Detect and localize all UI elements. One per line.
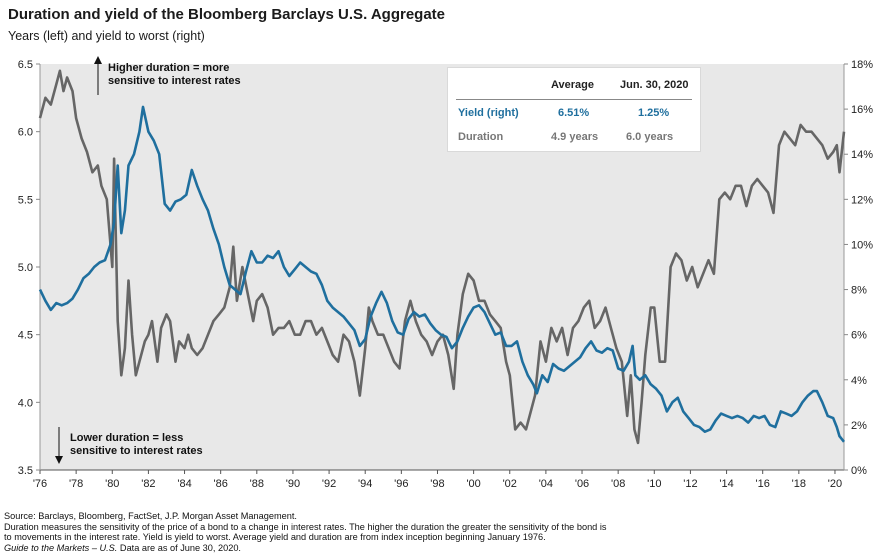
x-tick-label: '92 xyxy=(322,478,336,490)
x-tick-label: '96 xyxy=(394,478,408,490)
x-tick-label: '78 xyxy=(69,478,83,490)
x-tick-label: '04 xyxy=(539,478,553,490)
stats-yield-label: Yield (right) xyxy=(458,107,519,119)
left-tick-label: 6.0 xyxy=(18,127,33,139)
lower-duration-line-2: sensitive to interest rates xyxy=(70,445,203,457)
left-tick-label: 4.5 xyxy=(18,330,33,342)
right-tick-label: 16% xyxy=(851,104,873,116)
right-tick-label: 12% xyxy=(851,194,873,206)
annotation-arrows xyxy=(55,56,102,464)
x-tick-label: '80 xyxy=(105,478,119,490)
x-tick-label: '84 xyxy=(177,478,191,490)
lower-duration-note: Lower duration = less sensitive to inter… xyxy=(70,432,203,458)
right-tick-label: 18% xyxy=(851,59,873,71)
right-tick-label: 8% xyxy=(851,285,867,297)
left-tick-label: 4.0 xyxy=(18,397,33,409)
stats-duration-label: Duration xyxy=(458,131,504,143)
x-tick-label: '98 xyxy=(430,478,444,490)
higher-duration-line-1: Higher duration = more xyxy=(108,62,230,74)
x-axis-ticks: '76 '78 '80 '82 '84 '86 '88 '90 '92 '94 '96 '98 '00 '… xyxy=(33,470,842,490)
footnote-guide-title: Guide to the Markets – U.S. xyxy=(4,542,118,553)
x-tick-label: '08 xyxy=(611,478,625,490)
chart-title: Duration and yield of the Bloomberg Barc… xyxy=(8,6,446,23)
x-tick-label: '82 xyxy=(141,478,155,490)
stats-table: Average Jun. 30, 2020 Yield (right) 6.51… xyxy=(447,67,701,152)
series-line-duration xyxy=(38,69,846,445)
left-tick-label: 6.5 xyxy=(18,59,33,71)
plot-background xyxy=(40,64,844,470)
x-tick-label: '14 xyxy=(719,478,733,490)
stats-header-current: Jun. 30, 2020 xyxy=(620,79,689,91)
x-tick-label: '90 xyxy=(286,478,300,490)
stats-duration-average: 4.9 years xyxy=(551,131,599,143)
lower-duration-line-1: Lower duration = less xyxy=(70,432,184,444)
x-tick-label: '10 xyxy=(647,478,661,490)
left-tick-label: 5.0 xyxy=(18,262,33,274)
right-tick-label: 10% xyxy=(851,239,873,251)
stats-divider xyxy=(456,99,692,100)
x-tick-label: '86 xyxy=(214,478,228,490)
footnote-guide: Guide to the Markets – U.S. Data are as … xyxy=(4,543,884,554)
right-axis-ticks: 0% 2% 4% 6% 8% 10% 12% 14% 16% 18% xyxy=(844,59,873,477)
footnote-source: Source: Barclays, Bloomberg, FactSet, J.… xyxy=(4,511,297,521)
footnote-line-2: to movements in the interest rate. Yield… xyxy=(4,532,546,543)
footnote-line-1: Duration measures the sensitivity of the… xyxy=(4,521,607,532)
x-tick-label: '02 xyxy=(503,478,517,490)
x-tick-label: '88 xyxy=(250,478,264,490)
higher-duration-note: Higher duration = more sensitive to inte… xyxy=(108,62,241,88)
series-line-yield xyxy=(38,105,846,443)
left-tick-label: 5.5 xyxy=(18,194,33,206)
x-tick-label: '18 xyxy=(792,478,806,490)
right-tick-label: 6% xyxy=(851,330,867,342)
x-tick-label: '12 xyxy=(683,478,697,490)
chart-svg: '76 '78 '80 '82 '84 '86 '88 '90 '92 '94 '96 '98 '00 '… xyxy=(18,56,873,490)
stats-yield-average: 6.51% xyxy=(558,107,590,119)
stats-header-average: Average xyxy=(551,79,595,91)
down-arrow-head xyxy=(55,456,63,464)
stats-yield-current: 1.25% xyxy=(638,107,670,119)
x-tick-label: '76 xyxy=(33,478,47,490)
higher-duration-line-2: sensitive to interest rates xyxy=(108,75,241,87)
footnote: Source: Barclays, Bloomberg, FactSet, J.… xyxy=(4,511,884,553)
right-tick-label: 0% xyxy=(851,465,867,477)
up-arrow-head xyxy=(94,56,102,64)
x-tick-label: '94 xyxy=(358,478,372,490)
x-tick-label: '20 xyxy=(828,478,842,490)
right-tick-label: 14% xyxy=(851,149,873,161)
x-tick-label: '00 xyxy=(466,478,480,490)
left-axis-ticks: 3.5 4.0 4.5 5.0 5.5 6.0 6.5 xyxy=(18,59,40,477)
x-tick-label: '16 xyxy=(756,478,770,490)
left-tick-label: 3.5 xyxy=(18,465,33,477)
right-tick-label: 2% xyxy=(851,420,867,432)
chart-subtitle: Years (left) and yield to worst (right) xyxy=(8,29,205,43)
right-tick-label: 4% xyxy=(851,375,867,387)
stats-duration-current: 6.0 years xyxy=(626,131,674,143)
footnote-guide-rest: Data are as of June 30, 2020. xyxy=(117,542,241,553)
x-tick-label: '06 xyxy=(575,478,589,490)
